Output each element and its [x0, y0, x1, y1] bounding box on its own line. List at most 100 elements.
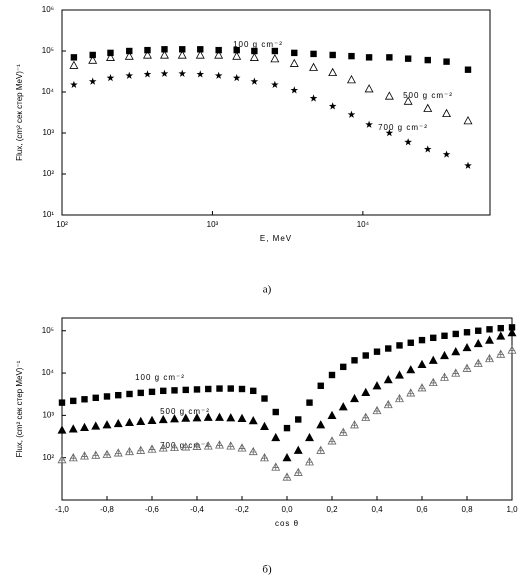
marker-triangle-plus [192, 441, 202, 450]
marker-triangle-open [160, 50, 169, 59]
caption: а) [263, 284, 272, 296]
marker-square [89, 51, 96, 59]
marker-square [148, 388, 156, 396]
marker-triangle-plus [451, 368, 461, 377]
x-tick-label: 10³ [207, 220, 219, 229]
marker-triangle-plus [91, 450, 101, 459]
marker-triangle [395, 370, 404, 379]
marker-star [106, 73, 115, 82]
marker-square [424, 56, 431, 64]
marker-triangle-open [143, 50, 152, 59]
marker-star [250, 77, 259, 85]
y-tick-label: 10⁴ [42, 368, 55, 377]
marker-triangle-open [364, 84, 374, 93]
marker-triangle-plus [406, 388, 416, 397]
x-tick-label: -0,4 [190, 505, 204, 514]
marker-triangle [91, 421, 101, 430]
marker-square [340, 363, 347, 371]
marker-star [385, 129, 394, 137]
marker-triangle-open [442, 108, 452, 118]
marker-square [251, 47, 258, 55]
marker-triangle-open [88, 55, 98, 64]
marker-triangle-plus [271, 462, 281, 471]
marker-square [317, 382, 324, 389]
x-axis-label: E, MeV [260, 234, 292, 243]
marker-triangle [125, 417, 134, 427]
marker-triangle-plus [215, 440, 224, 449]
marker-star [125, 71, 134, 79]
marker-star [464, 161, 472, 169]
marker-triangle-plus [113, 448, 123, 457]
marker-triangle-plus [417, 383, 427, 392]
y-tick-label: 10⁵ [42, 326, 54, 335]
marker-triangle-plus [282, 472, 292, 481]
marker-triangle [316, 420, 326, 429]
marker-square [443, 58, 450, 65]
marker-star [178, 69, 187, 77]
y-tick-label: 10⁴ [42, 87, 55, 96]
x-tick-label: -0,8 [100, 505, 114, 514]
marker-star [365, 120, 373, 128]
marker-square [328, 371, 336, 379]
marker-square [362, 352, 369, 359]
annotation: 500 g cm⁻² [403, 91, 453, 100]
marker-square [452, 330, 459, 338]
marker-star [214, 71, 223, 79]
marker-triangle [237, 413, 247, 422]
x-tick-label: 1,0 [506, 505, 518, 514]
x-axis-label: cos θ [275, 519, 299, 528]
annotation: 700 g cm⁻² [160, 441, 210, 450]
marker-star [196, 70, 205, 78]
marker-triangle [462, 342, 472, 352]
marker-triangle-open [214, 50, 224, 59]
marker-triangle [338, 402, 348, 411]
marker-triangle-open [463, 116, 473, 125]
marker-square [81, 396, 88, 403]
marker-square [58, 399, 66, 406]
marker-square [407, 339, 414, 346]
marker-square [329, 51, 336, 59]
marker-triangle [192, 413, 202, 422]
marker-square [103, 393, 111, 400]
marker-triangle-plus [316, 445, 326, 454]
marker-triangle-plus [80, 451, 89, 460]
marker-triangle [507, 328, 517, 337]
marker-square [182, 386, 189, 394]
marker-star [404, 138, 412, 146]
marker-square [463, 329, 471, 336]
plot-frame [61, 9, 491, 216]
y-tick-label: 10¹ [42, 210, 54, 219]
marker-triangle-plus [350, 420, 359, 429]
marker-triangle [440, 350, 449, 360]
marker-triangle-plus [147, 444, 157, 453]
marker-triangle [293, 445, 303, 454]
marker-square [283, 424, 291, 432]
marker-triangle [170, 414, 179, 423]
marker-triangle-plus [383, 399, 393, 409]
marker-square [348, 52, 355, 60]
marker-square [365, 54, 373, 61]
y-tick-label: 10² [42, 453, 54, 462]
marker-star [70, 80, 78, 89]
marker-square [137, 389, 144, 397]
marker-star [442, 150, 451, 158]
marker-star [347, 110, 356, 118]
marker-triangle-plus [181, 442, 191, 451]
x-tick-label: 0,6 [416, 505, 428, 514]
marker-triangle-open [270, 54, 280, 63]
marker-triangle-plus [226, 441, 236, 450]
marker-triangle [68, 424, 78, 433]
marker-triangle-plus [170, 442, 179, 451]
marker-triangle-plus [237, 443, 247, 452]
annotation: 500 g cm⁻² [160, 407, 210, 416]
marker-square [205, 385, 212, 393]
marker-square [385, 345, 392, 352]
marker-square [179, 46, 186, 53]
marker-triangle [136, 416, 146, 426]
marker-square [115, 391, 122, 399]
marker-square [70, 54, 78, 61]
marker-triangle [80, 422, 89, 431]
marker-square [497, 324, 504, 332]
x-tick-label: -0,2 [235, 505, 249, 514]
marker-triangle-plus [203, 441, 213, 450]
